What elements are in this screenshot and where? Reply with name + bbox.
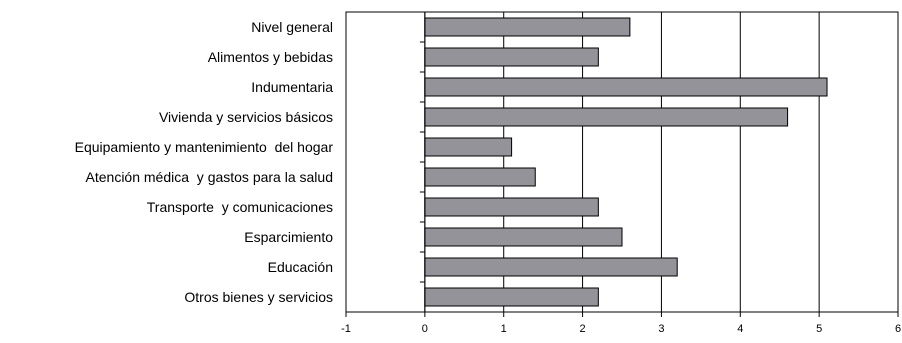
bar [424,167,536,187]
bar [424,197,599,217]
x-tick-label: -1 [341,323,351,335]
category-label: Otros bienes y servicios [184,289,333,305]
bars-layer [424,17,828,307]
category-label: Esparcimiento [244,229,333,245]
category-label: Alimentos y bebidas [208,49,333,65]
bar [424,17,631,37]
bar [424,287,599,307]
bar [424,77,828,97]
category-label: Equipamiento y mantenimiento del hogar [75,139,334,155]
x-tick-label: 0 [422,323,428,335]
bar [424,47,599,67]
category-label: Atención médica y gastos para la salud [86,169,333,185]
x-tick-label: 2 [580,323,586,335]
x-tick-label: 4 [737,323,743,335]
category-label: Vivienda y servicios básicos [159,109,333,125]
x-tick-label: 5 [816,323,822,335]
bar [424,107,789,127]
category-label: Indumentaria [251,79,333,95]
bar [424,137,513,157]
x-tick-label: 3 [658,323,664,335]
axis-layer [345,11,899,317]
labels-layer: -1 0 1 2 3 4 5 6 Nivel general Alimentos y bebida… [75,19,901,335]
category-label: Transporte y comunicaciones [147,199,333,215]
category-label: Nivel general [251,19,333,35]
plot-frame [345,11,899,313]
bar [424,257,678,277]
x-tick-label: 6 [895,323,901,335]
bar [424,227,623,247]
category-label: Educación [268,259,333,275]
x-tick-label: 1 [501,323,507,335]
